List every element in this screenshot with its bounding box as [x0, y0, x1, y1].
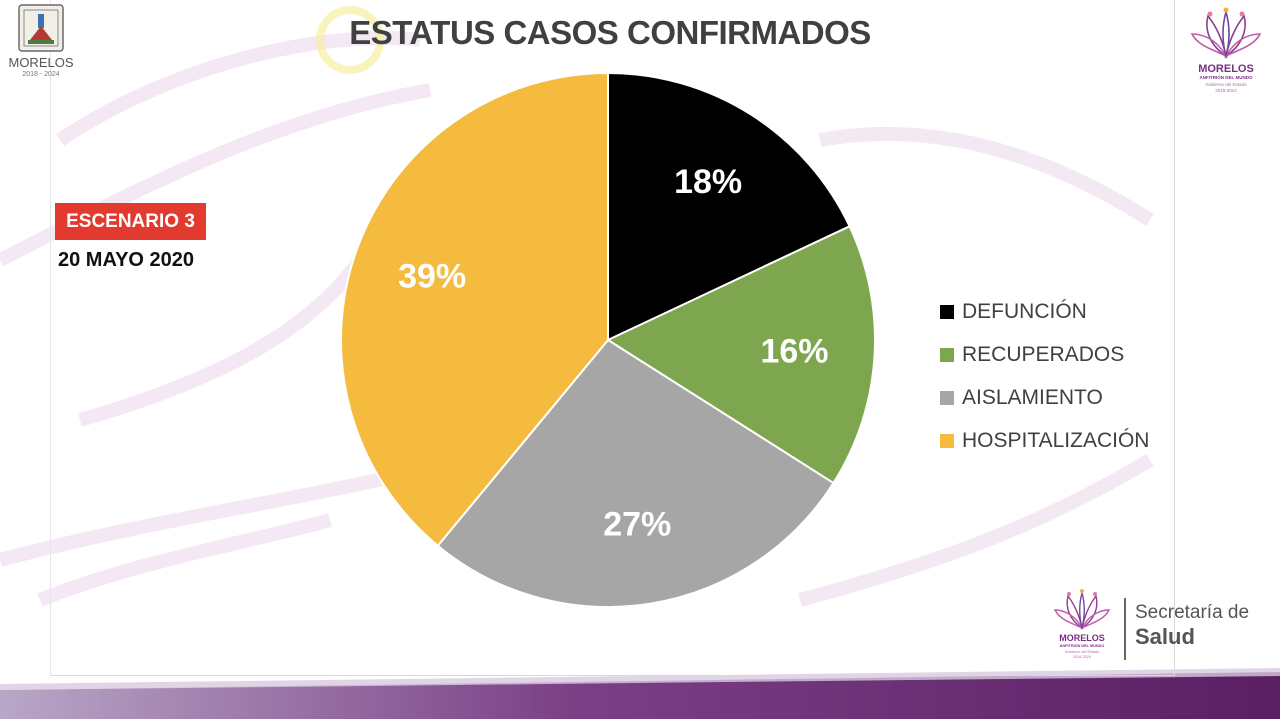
footer-logo-subtitle: Gobierno del Estado — [1065, 650, 1100, 654]
legend-swatch — [940, 433, 954, 448]
pie-data-label: 39% — [398, 258, 466, 296]
pie-data-label: 27% — [603, 506, 671, 544]
legend-item: HOSPITALIZACIÓN — [940, 419, 1149, 462]
legend-label: RECUPERADOS — [962, 342, 1125, 366]
legend-label: AISLAMIENTO — [962, 385, 1103, 409]
top-logo-years: 2018-2024 — [1215, 88, 1237, 93]
chart-legend: DEFUNCIÓN RECUPERADOS AISLAMIENTO HOSPITALI… — [940, 290, 1149, 462]
legend-item: AISLAMIENTO — [940, 376, 1149, 419]
legend-item: RECUPERADOS — [940, 333, 1149, 376]
state-crest-icon — [18, 4, 64, 52]
pie-slice-recuperados — [605, 224, 876, 485]
department-name-line2: Salud — [1135, 624, 1195, 649]
legend-swatch — [940, 304, 954, 319]
footer-divider — [1124, 598, 1126, 660]
top-logo-tagline: ANFITRIÓN DEL MUNDO — [1200, 73, 1253, 80]
morelos-lotus-logo-icon: MORELOS ANFITRIÓN DEL MUNDO Gobierno del… — [1190, 7, 1262, 93]
page-title: ESTATUS CASOS CONFIRMADOS — [349, 14, 871, 51]
pie-data-label: 16% — [760, 333, 828, 371]
legend-label: HOSPITALIZACIÓN — [962, 428, 1150, 452]
crest-name: MORELOS — [8, 55, 74, 70]
legend-label: DEFUNCIÓN — [962, 299, 1087, 323]
slide-frame — [50, 0, 1175, 676]
scenario-date: 20 MAYO 2020 — [58, 249, 195, 271]
pie-slice-aislamiento — [436, 338, 835, 608]
footer-logo-tagline: ANFITRIÓN DEL MUNDO — [1060, 643, 1105, 648]
legend-swatch — [940, 347, 954, 362]
top-logo-name: MORELOS — [1198, 63, 1254, 75]
footer-logo-years: 2018-2024 — [1073, 655, 1091, 659]
morelos-lotus-logo-icon: MORELOS ANFITRIÓN DEL MUNDO Gobierno del… — [1053, 589, 1111, 659]
legend-swatch — [940, 390, 954, 405]
legend-item: DEFUNCIÓN — [940, 290, 1149, 333]
pie-data-label: 18% — [674, 163, 742, 201]
pie-slice-defunción — [607, 71, 851, 342]
footer-logo-name: MORELOS — [1059, 633, 1105, 643]
scenario-badge: ESCENARIO 3 — [55, 203, 206, 240]
pie-chart: 18% 16% 27% 39% — [340, 71, 876, 608]
crest-years: 2018 - 2024 — [22, 71, 60, 78]
pie-slice-hospitalización — [340, 71, 609, 548]
top-logo-subtitle: Gobierno del Estado — [1205, 82, 1247, 87]
department-name-line1: Secretaría de — [1135, 602, 1250, 623]
